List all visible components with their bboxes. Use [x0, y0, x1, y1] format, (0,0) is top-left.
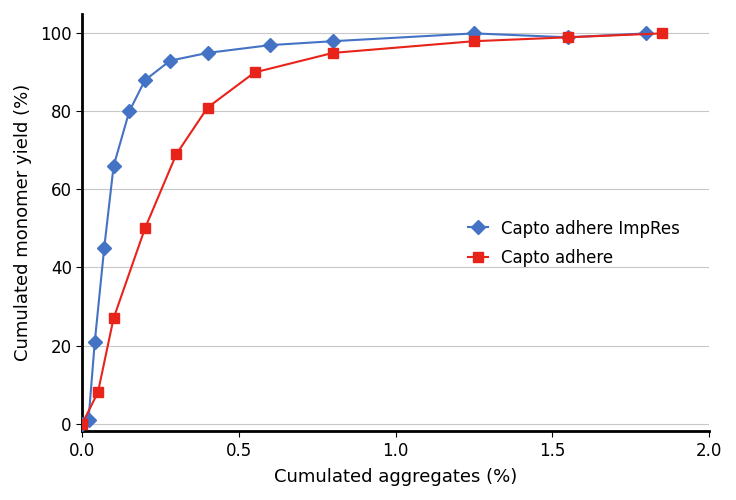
Capto adhere ImpRes [141, 77, 149, 83]
Capto adhere [657, 30, 666, 36]
Capto adhere ImpRes [109, 163, 118, 169]
Capto adhere [171, 152, 180, 158]
Legend: Capto adhere ImpRes, Capto adhere: Capto adhere ImpRes, Capto adhere [459, 212, 688, 276]
Capto adhere ImpRes [328, 38, 337, 44]
Capto adhere [109, 315, 118, 321]
Line: Capto adhere: Capto adhere [77, 28, 667, 428]
X-axis label: Cumulated aggregates (%): Cumulated aggregates (%) [274, 468, 517, 486]
Capto adhere ImpRes [266, 42, 275, 48]
Capto adhere ImpRes [642, 30, 651, 36]
Capto adhere [470, 38, 478, 44]
Capto adhere [564, 34, 573, 40]
Capto adhere ImpRes [470, 30, 478, 36]
Capto adhere ImpRes [91, 338, 99, 344]
Capto adhere [328, 50, 337, 56]
Capto adhere ImpRes [78, 420, 87, 426]
Capto adhere ImpRes [203, 50, 212, 56]
Capto adhere [250, 70, 259, 75]
Capto adhere ImpRes [564, 34, 573, 40]
Y-axis label: Cumulated monomer yield (%): Cumulated monomer yield (%) [14, 84, 32, 361]
Capto adhere ImpRes [100, 245, 109, 251]
Capto adhere ImpRes [125, 108, 134, 114]
Line: Capto adhere ImpRes: Capto adhere ImpRes [77, 28, 651, 428]
Capto adhere ImpRes [84, 416, 93, 422]
Capto adhere [93, 390, 102, 396]
Capto adhere ImpRes [166, 58, 174, 64]
Capto adhere [203, 104, 212, 110]
Capto adhere [141, 226, 149, 232]
Capto adhere [78, 420, 87, 426]
